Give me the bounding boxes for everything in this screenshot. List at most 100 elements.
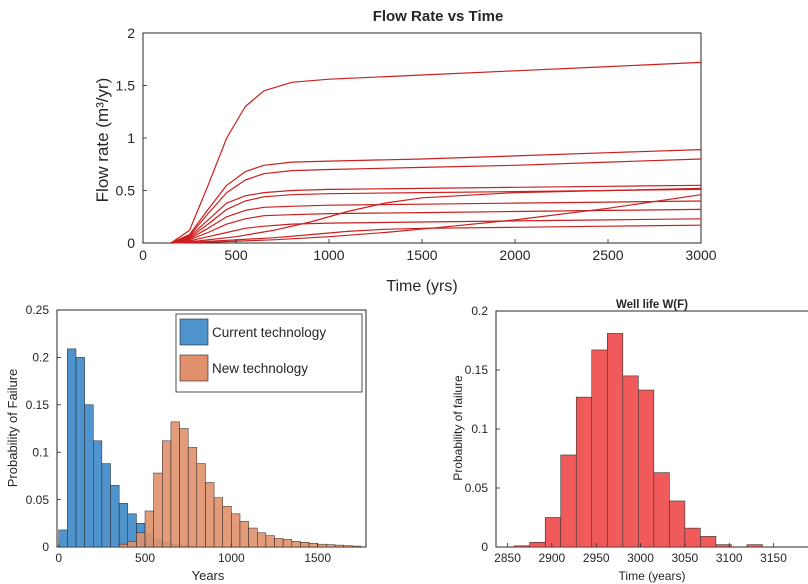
y-tick-label: 0.2: [32, 351, 49, 365]
bar: [715, 544, 732, 548]
bar-new: [144, 510, 154, 548]
x-tick-label: 1500: [304, 551, 331, 565]
bar-current: [101, 463, 111, 548]
y-tick-label: 0: [42, 540, 49, 554]
x-axis-label: Time (years): [619, 569, 686, 583]
x-tick-label: 3150: [760, 551, 787, 565]
legend-label-new: New technology: [212, 361, 308, 376]
bar-new: [308, 542, 318, 548]
x-tick-labels: 0 500 1000 1500: [55, 543, 331, 565]
legend-swatch-current: [179, 318, 209, 346]
x-tick-labels: 2850 2900 2950 3000 3050 3100 3150: [494, 543, 787, 565]
x-tick-label: 0: [55, 551, 62, 565]
bar-current: [84, 404, 94, 548]
bar-new: [248, 527, 258, 548]
bar-current: [58, 529, 68, 548]
legend-label-current: Current technology: [212, 325, 326, 340]
y-tick-label: 1: [127, 130, 135, 146]
y-tick-labels: 0 0.5 1 1.5 2: [116, 25, 147, 251]
bar-new: [326, 544, 336, 548]
series-line-1: [170, 61, 702, 244]
bar-current: [67, 348, 77, 548]
series-line-8: [170, 218, 702, 244]
series-line-2: [170, 149, 702, 244]
y-tick-labels: 0 0.05 0.1 0.15 0.2 0.25: [26, 303, 61, 554]
bar: [669, 500, 686, 548]
x-tick-label: 2850: [494, 551, 521, 565]
histogram-bars: [513, 333, 763, 548]
bar-new: [239, 521, 249, 548]
well-life-chart: Well life W(F) 2850 2900 2950 3000 3050 3100 3…: [451, 299, 808, 583]
x-axis-label: Time (yrs): [386, 278, 457, 295]
bar-new: [274, 538, 284, 548]
bar-new: [170, 421, 180, 548]
x-tick-label: 500: [135, 551, 155, 565]
x-tick-label: 1000: [218, 551, 245, 565]
y-tick-label: 2: [127, 25, 135, 41]
bar-new: [291, 541, 301, 548]
legend: Current technology New technology: [175, 313, 363, 393]
y-tick-label: 0.25: [26, 303, 50, 317]
series-line-7: [170, 208, 702, 244]
bar: [591, 349, 608, 548]
y-tick-label: 0.15: [26, 398, 50, 412]
y-axis-label: Probability of Failure: [5, 369, 20, 488]
x-tick-label: 2000: [499, 247, 530, 263]
bar-new: [205, 482, 215, 548]
y-tick-label: 0.2: [471, 304, 488, 318]
bar: [606, 333, 624, 548]
bar-new: [196, 463, 206, 548]
bar-new: [179, 428, 189, 548]
bar-new: [231, 513, 241, 548]
x-axis-label: Years: [192, 568, 225, 583]
bar: [575, 396, 593, 548]
bar-current: [110, 485, 120, 548]
y-tick-label: 0.15: [465, 363, 489, 377]
histogram-bars: [58, 348, 362, 548]
y-axis-label: Probability of failure: [451, 375, 465, 481]
bar: [529, 541, 546, 548]
bar-new: [162, 440, 172, 548]
bar: [513, 545, 530, 548]
bar-new: [153, 472, 163, 548]
y-tick-label: 0.1: [32, 445, 49, 459]
bar-current: [93, 440, 103, 548]
chart-title: Flow Rate vs Time: [373, 8, 504, 25]
bar-new: [265, 535, 275, 548]
bar-new: [187, 447, 198, 548]
x-tick-labels: 0 500 1000 1500 2000 2500 3000: [139, 239, 717, 263]
series-line-11: [170, 224, 702, 244]
bar-new: [343, 545, 353, 548]
bar-current: [75, 357, 85, 548]
x-tick-label: 3000: [627, 551, 654, 565]
x-tick-label: 3050: [672, 551, 699, 565]
y-tick-label: 0: [127, 235, 135, 251]
bar-new: [256, 532, 267, 548]
bar: [560, 454, 577, 548]
bar: [638, 389, 655, 548]
bar-new: [282, 539, 293, 548]
bar-new: [213, 497, 223, 548]
y-tick-label: 0.5: [116, 182, 136, 198]
x-tick-label: 2900: [539, 551, 566, 565]
y-tick-label: 0.05: [465, 481, 489, 495]
y-tick-label: 0.1: [471, 422, 488, 436]
y-axis-label: Flow rate (m³/yr): [93, 78, 112, 203]
bar-new: [300, 542, 310, 548]
bar-new: [136, 532, 146, 548]
bar-new: [127, 541, 137, 548]
y-tick-label: 0.05: [26, 493, 50, 507]
bar: [653, 472, 670, 548]
bar-new: [334, 544, 344, 548]
x-tick-label: 1500: [406, 247, 437, 263]
x-tick-label: 3100: [716, 551, 743, 565]
bar-current: [118, 503, 129, 548]
bar: [622, 375, 639, 548]
series-line-5: [170, 188, 702, 244]
x-tick-label: 2500: [592, 247, 623, 263]
series-line-3: [170, 158, 702, 244]
chart-title: Well life W(F): [616, 299, 688, 311]
bar: [700, 536, 717, 548]
bar-new: [118, 543, 129, 548]
x-tick-label: 3000: [685, 247, 716, 263]
